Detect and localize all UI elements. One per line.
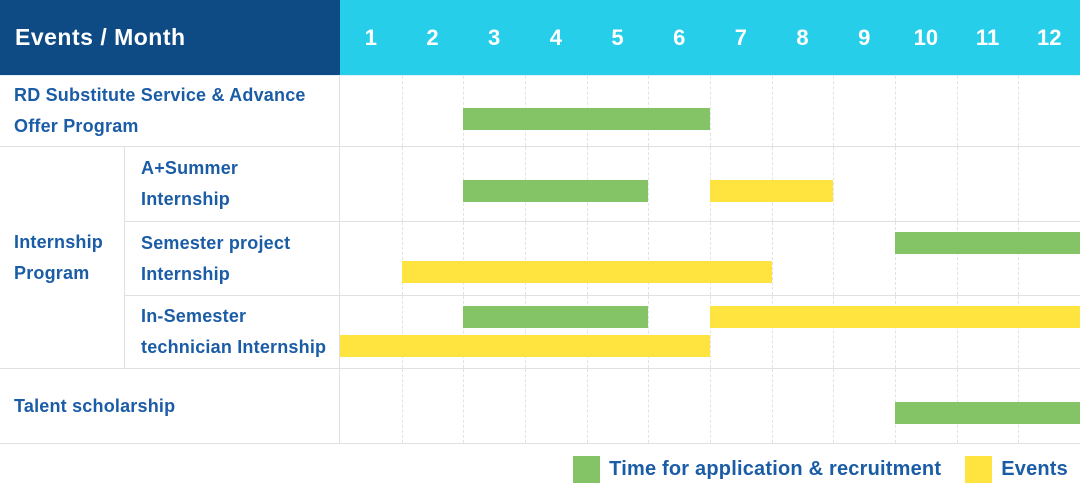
- month-header-cell: 6: [673, 24, 686, 50]
- month-header-cell: 3: [488, 24, 501, 50]
- month-header-cell: 1: [364, 24, 377, 50]
- month-header-cell: 5: [611, 24, 624, 50]
- month-gridline: [771, 296, 773, 368]
- month-gridline: [525, 222, 526, 295]
- month-gridline: [833, 296, 835, 368]
- gantt-row-chart: [340, 76, 1080, 147]
- month-gridline: [956, 147, 958, 221]
- month-gridline: [648, 222, 650, 295]
- month-gridline: [525, 296, 526, 368]
- month-header-cell: 4: [549, 24, 562, 50]
- month-gridline: [1018, 76, 1020, 146]
- month-gridline: [1018, 296, 1020, 368]
- month-header: 1 2 3 4 5 6 7 8 9 10 11 12: [340, 0, 1080, 75]
- gantt-bar-events: [710, 180, 834, 203]
- gantt-body: RD Substitute Service & Advance Offer Pr…: [0, 75, 1080, 444]
- month-header-cell: 8: [796, 24, 809, 50]
- legend-label-events: Events: [1001, 458, 1068, 480]
- row-label-in-semester-technician: In-Semester technician Internship: [125, 296, 340, 369]
- gantt-row-chart: [340, 222, 1080, 296]
- month-gridline: [463, 222, 465, 295]
- month-gridline: [771, 369, 773, 443]
- month-gridline: [833, 147, 835, 221]
- month-gridline: [586, 296, 588, 368]
- month-gridline: [401, 147, 403, 221]
- month-header-cell: 12: [1036, 24, 1062, 50]
- legend-swatch-events: [965, 456, 993, 483]
- row-label-rd-substitute: RD Substitute Service & Advance Offer Pr…: [0, 76, 340, 147]
- month-gridline: [648, 147, 650, 221]
- gantt-bar-application: [895, 232, 1080, 255]
- row-label-a-plus-summer: A+Summer Internship: [125, 147, 340, 222]
- month-gridline: [833, 369, 835, 443]
- gantt-bar-events: [340, 334, 710, 357]
- month-header-cell: 7: [734, 24, 747, 50]
- month-gridline: [401, 369, 403, 443]
- month-header-cell: 9: [858, 24, 871, 50]
- month-gridline: [648, 369, 650, 443]
- month-gridline: [710, 76, 711, 146]
- gantt-bar-events: [401, 261, 772, 284]
- group-label-internship-program: Internship Program: [0, 147, 125, 369]
- month-gridline: [895, 76, 896, 146]
- month-gridline: [648, 296, 650, 368]
- month-header-cell: 2: [426, 24, 439, 50]
- month-gridline: [586, 222, 588, 295]
- month-gridline: [463, 296, 465, 368]
- gantt-bar-application: [463, 180, 649, 203]
- month-gridline: [401, 222, 403, 295]
- month-header-cell: 11: [975, 24, 1000, 50]
- gantt-bar-application: [463, 107, 710, 130]
- month-gridline: [833, 76, 835, 146]
- gantt-bar-application: [895, 402, 1080, 425]
- month-gridline: [710, 222, 711, 295]
- month-gridline: [525, 369, 526, 443]
- month-gridline: [586, 369, 588, 443]
- month-gridline: [710, 369, 711, 443]
- month-gridline: [833, 222, 835, 295]
- table-header-row: Events / Month 1 2 3 4 5 6 7 8 9 10 11 12: [0, 0, 1080, 75]
- gantt-bar-application: [463, 306, 649, 329]
- row-label-talent-scholarship: Talent scholarship: [0, 369, 340, 444]
- month-gridline: [895, 147, 896, 221]
- month-gridline: [895, 296, 896, 368]
- legend: Time for application & recruitment Event…: [0, 444, 1080, 495]
- month-gridline: [463, 369, 465, 443]
- legend-swatch-application: [573, 456, 601, 483]
- month-header-cell: 10: [913, 24, 939, 50]
- month-gridline: [1018, 147, 1020, 221]
- month-gridline: [710, 296, 711, 368]
- month-gridline: [771, 76, 773, 146]
- month-gridline: [771, 222, 773, 295]
- month-gridline: [401, 296, 403, 368]
- gantt-row-chart: [340, 296, 1080, 369]
- month-gridline: [1018, 222, 1020, 295]
- month-gridline: [401, 76, 403, 146]
- gantt-row-chart: [340, 369, 1080, 444]
- gantt-row-chart: [340, 147, 1080, 222]
- month-gridline: [895, 222, 896, 295]
- gantt-bar-events: [710, 306, 1080, 329]
- row-label-semester-project: Semester project Internship: [125, 222, 340, 296]
- events-month-header-cell: Events / Month: [0, 0, 340, 75]
- month-gridline: [956, 296, 958, 368]
- legend-label-application: Time for application & recruitment: [609, 458, 942, 480]
- month-gridline: [956, 222, 958, 295]
- month-gridline: [956, 76, 958, 146]
